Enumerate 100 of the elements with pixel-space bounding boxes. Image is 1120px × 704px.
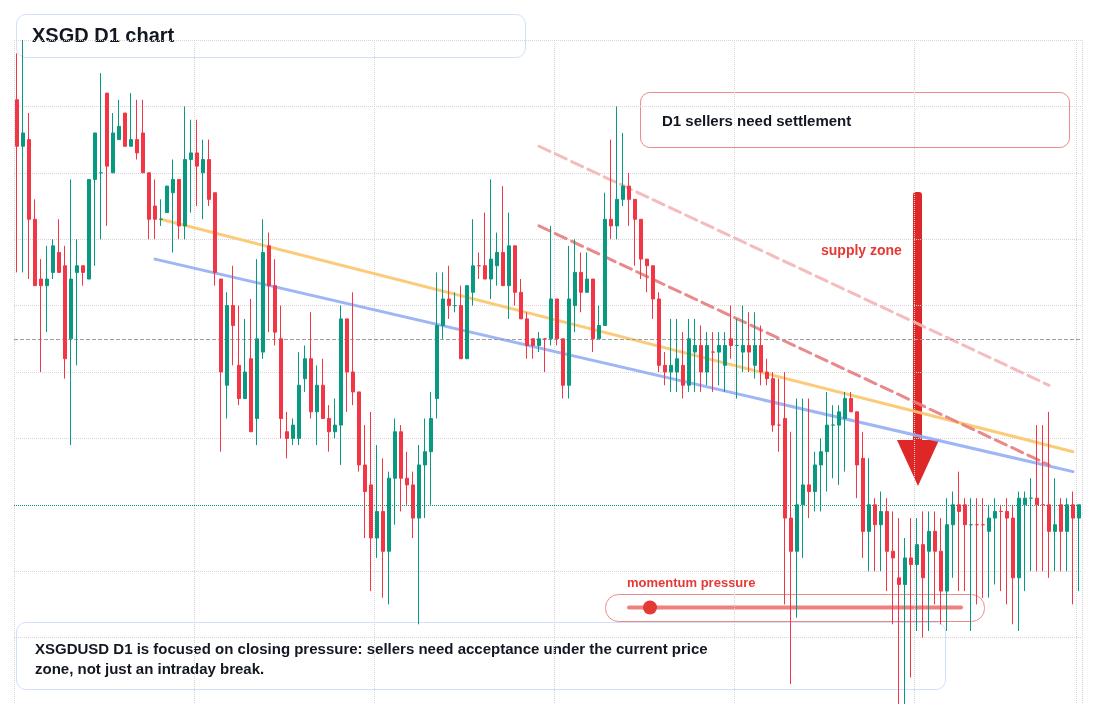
candlestick [1041,424,1045,572]
candlestick [915,517,919,632]
candlestick [741,305,745,373]
candlestick [219,278,223,453]
candlestick [99,72,103,240]
candlestick [519,278,523,320]
candlestick [93,132,97,267]
candlestick [51,238,55,280]
candlestick [927,510,931,632]
candlestick [513,245,517,307]
candlestick [567,245,571,400]
candlestick [609,139,613,240]
candlestick [573,238,577,333]
candlestick [885,497,889,592]
candlestick [723,331,727,393]
candlestick [201,139,205,220]
annotation: D1 sellers need settlement [640,92,1070,148]
candlestick [315,364,319,446]
candlestick [891,510,895,625]
candlestick [1071,491,1075,605]
annotation: momentum pressure [627,575,756,590]
candlestick [327,404,331,453]
candlestick [999,504,1003,592]
candlestick [267,232,271,333]
candlestick [897,517,901,704]
candlestick [555,298,559,346]
candlestick [177,178,181,240]
candlestick [237,305,241,406]
candlestick [27,112,31,280]
candlestick [459,285,463,360]
candlestick [111,112,115,174]
candlestick [405,451,409,506]
candlestick [663,351,667,386]
candlestick [921,510,925,639]
candlestick [1035,424,1039,572]
candlestick [627,172,631,227]
candlestick [171,159,175,253]
candlestick [591,278,595,353]
candlestick [549,225,553,346]
candlestick [141,99,145,174]
candlestick [603,192,607,327]
candlestick [777,378,781,453]
candlestick [345,318,349,413]
candlestick [435,271,439,419]
candlestick [507,212,511,320]
candlestick [837,404,841,486]
candlestick [213,192,217,287]
candlestick [975,497,979,605]
annotation: supply zone [818,242,905,258]
candlestick [783,371,787,605]
candlestick [441,271,445,340]
candlestick [411,471,415,539]
candlestick [465,285,469,360]
candlestick [303,344,307,393]
candlestick [699,325,703,393]
candlestick [561,338,565,400]
candlestick [15,52,19,273]
candlestick [183,105,187,240]
candlestick [615,105,619,240]
candlestick [537,331,541,353]
candlestick [21,39,25,273]
candlestick [309,311,313,419]
candlestick [903,537,907,704]
candlestick [123,112,127,147]
candlestick [543,338,547,373]
candlestick [687,318,691,393]
candlestick [585,251,589,293]
candlestick [189,119,193,214]
candlestick [705,331,709,386]
candlestick [159,198,163,227]
candlestick [633,198,637,267]
candlestick [471,218,475,307]
candlestick [831,404,835,479]
candlestick [981,497,985,599]
candlestick [117,99,121,141]
candlestick [621,132,625,207]
annotation: XSGDUSD D1 is focused on closing pressure: sellers need acceptance under the current price zone, not just an intraday break. [35,639,709,679]
candlestick [291,417,295,446]
candlestick [501,185,505,287]
candlestick [147,172,151,240]
candlestick [843,391,847,473]
candlestick [933,510,937,605]
candlestick [735,318,739,400]
candlestick [645,258,649,293]
candlestick [711,331,715,393]
candlestick [75,238,79,366]
candlestick [489,178,493,300]
candlestick [45,245,49,333]
candlestick [249,298,253,433]
candlestick [771,371,775,433]
candlestick [753,311,757,380]
candlestick [63,245,67,380]
candlestick [165,185,169,214]
candlestick [849,391,853,413]
candlestick [135,99,139,161]
candlestick [129,92,133,147]
candlestick [195,119,199,207]
candlestick [861,431,865,559]
candlestick [825,391,829,493]
candlestick [1047,411,1051,579]
